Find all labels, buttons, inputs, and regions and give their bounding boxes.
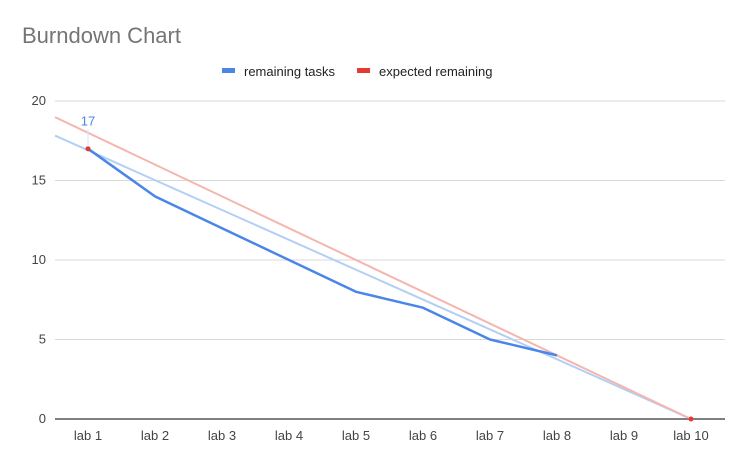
y-tick-label: 0 [39, 411, 46, 426]
x-tick-label: lab 1 [74, 428, 102, 443]
x-tick-label: lab 2 [141, 428, 169, 443]
gridlines [55, 100, 725, 420]
y-tick-label: 15 [32, 173, 46, 188]
data-labels: 17 [81, 114, 95, 147]
y-tick-label: 5 [39, 332, 46, 347]
x-tick-label: lab 9 [610, 428, 638, 443]
data-points [85, 146, 694, 422]
legend: remaining tasks expected remaining [222, 64, 493, 79]
x-tick-label: lab 6 [409, 428, 437, 443]
trendline [54, 116, 692, 420]
y-axis: 0 5 10 15 20 [32, 93, 46, 426]
x-tick-label: lab 8 [543, 428, 571, 443]
x-tick-label: lab 7 [476, 428, 504, 443]
series-lines [87, 147, 558, 357]
trendlines [54, 116, 692, 420]
data-label: 17 [81, 114, 95, 129]
x-tick-label: lab 3 [208, 428, 236, 443]
legend-swatch [222, 68, 235, 73]
legend-label: expected remaining [379, 64, 492, 79]
y-tick-label: 10 [32, 252, 46, 267]
legend-label: remaining tasks [244, 64, 336, 79]
data-point [85, 146, 91, 152]
legend-swatch [357, 68, 371, 73]
x-tick-label: lab 5 [342, 428, 370, 443]
series-line [87, 147, 558, 357]
x-axis: lab 1 lab 2 lab 3 lab 4 lab 5 lab 6 lab 7 lab 8… [74, 428, 709, 443]
data-point [688, 416, 694, 422]
trendline [54, 134, 692, 420]
x-tick-label: lab 10 [673, 428, 708, 443]
x-tick-label: lab 4 [275, 428, 303, 443]
chart-title: Burndown Chart [22, 23, 181, 48]
y-tick-label: 20 [32, 93, 46, 108]
